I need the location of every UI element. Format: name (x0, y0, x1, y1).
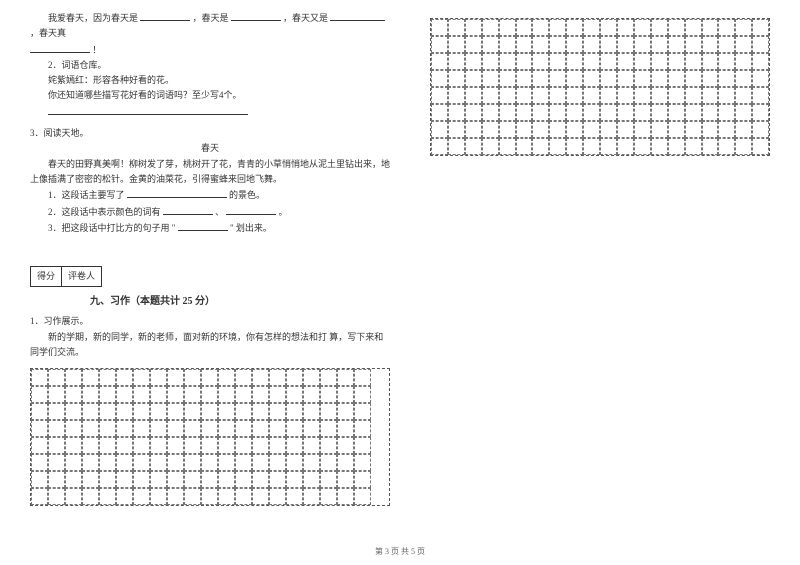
text: 3．把这段话中打比方的句子用 (48, 223, 170, 233)
blank[interactable] (163, 204, 213, 215)
essay-body: 新的学期，新的同学，新的老师，面对新的环境，你有怎样的想法和打 算，写下来和同学… (30, 330, 390, 361)
poem-body: 春天的田野真美啊！柳树发了芽，桃树开了花，青青的小草悄悄地从泥土里钻出来，地上像… (30, 157, 390, 188)
item2-line2: 你还知道哪些描写花好看的词语吗？至少写4个。 (30, 88, 390, 103)
item3-title: 3．阅读天地。 (30, 126, 390, 141)
poem-title: 春天 (30, 141, 390, 156)
blank[interactable] (330, 10, 385, 21)
question-1: 1．这段话主要写了 的景色。 (30, 187, 390, 203)
text: ！ (92, 45, 101, 55)
blank[interactable] (140, 10, 190, 21)
left-column: 我爱春天，因为春天是 ，春天是 ，春天又是 ，春天真 ！ 2．词语仓库。 姹紫嫣… (30, 10, 390, 506)
question-2: 2．这段话中表示颜色的词有 、 。 (30, 204, 390, 220)
page-content: 我爱春天，因为春天是 ，春天是 ，春天又是 ，春天真 ！ 2．词语仓库。 姹紫嫣… (0, 0, 800, 506)
text: ，春天真 (30, 28, 66, 38)
text: 的景色。 (229, 190, 265, 200)
text: 1．这段话主要写了 (48, 190, 125, 200)
item2-title: 2．词语仓库。 (30, 58, 390, 73)
score-cell-grader: 评卷人 (62, 266, 102, 287)
blank[interactable] (48, 104, 248, 115)
fill-blank-spring-end: ！ (30, 42, 390, 58)
text: ，春天是 (193, 13, 229, 23)
blank[interactable] (226, 204, 276, 215)
item2-line1: 姹紫嫣红：形容各种好看的花。 (30, 73, 390, 88)
question-3: 3．把这段话中打比方的句子用 " " 划出来。 (30, 220, 390, 236)
blank[interactable] (30, 42, 90, 53)
writing-grid-right[interactable] (430, 18, 770, 156)
blank[interactable] (178, 220, 228, 231)
text: 我爱春天，因为春天是 (48, 13, 138, 23)
text: ，春天又是 (283, 13, 328, 23)
section-9-title: 九、习作（本题共计 25 分） (30, 293, 390, 310)
text: 。 (279, 207, 288, 217)
right-column (430, 10, 770, 506)
fill-blank-spring: 我爱春天，因为春天是 ，春天是 ，春天又是 ，春天真 (30, 10, 390, 42)
text: 、 (215, 207, 224, 217)
score-box: 得分 评卷人 (30, 266, 390, 287)
blank[interactable] (231, 10, 281, 21)
blank[interactable] (127, 187, 227, 198)
quote-open: " (172, 223, 176, 233)
score-cell-points: 得分 (30, 266, 62, 287)
page-footer: 第 3 页 共 5 页 (0, 546, 800, 557)
essay-1-title: 1．习作展示。 (30, 314, 390, 329)
writing-grid-left[interactable] (30, 368, 390, 506)
text: 2．这段话中表示颜色的词有 (48, 207, 161, 217)
answer-line (30, 104, 390, 120)
text: " 划出来。 (230, 223, 272, 233)
